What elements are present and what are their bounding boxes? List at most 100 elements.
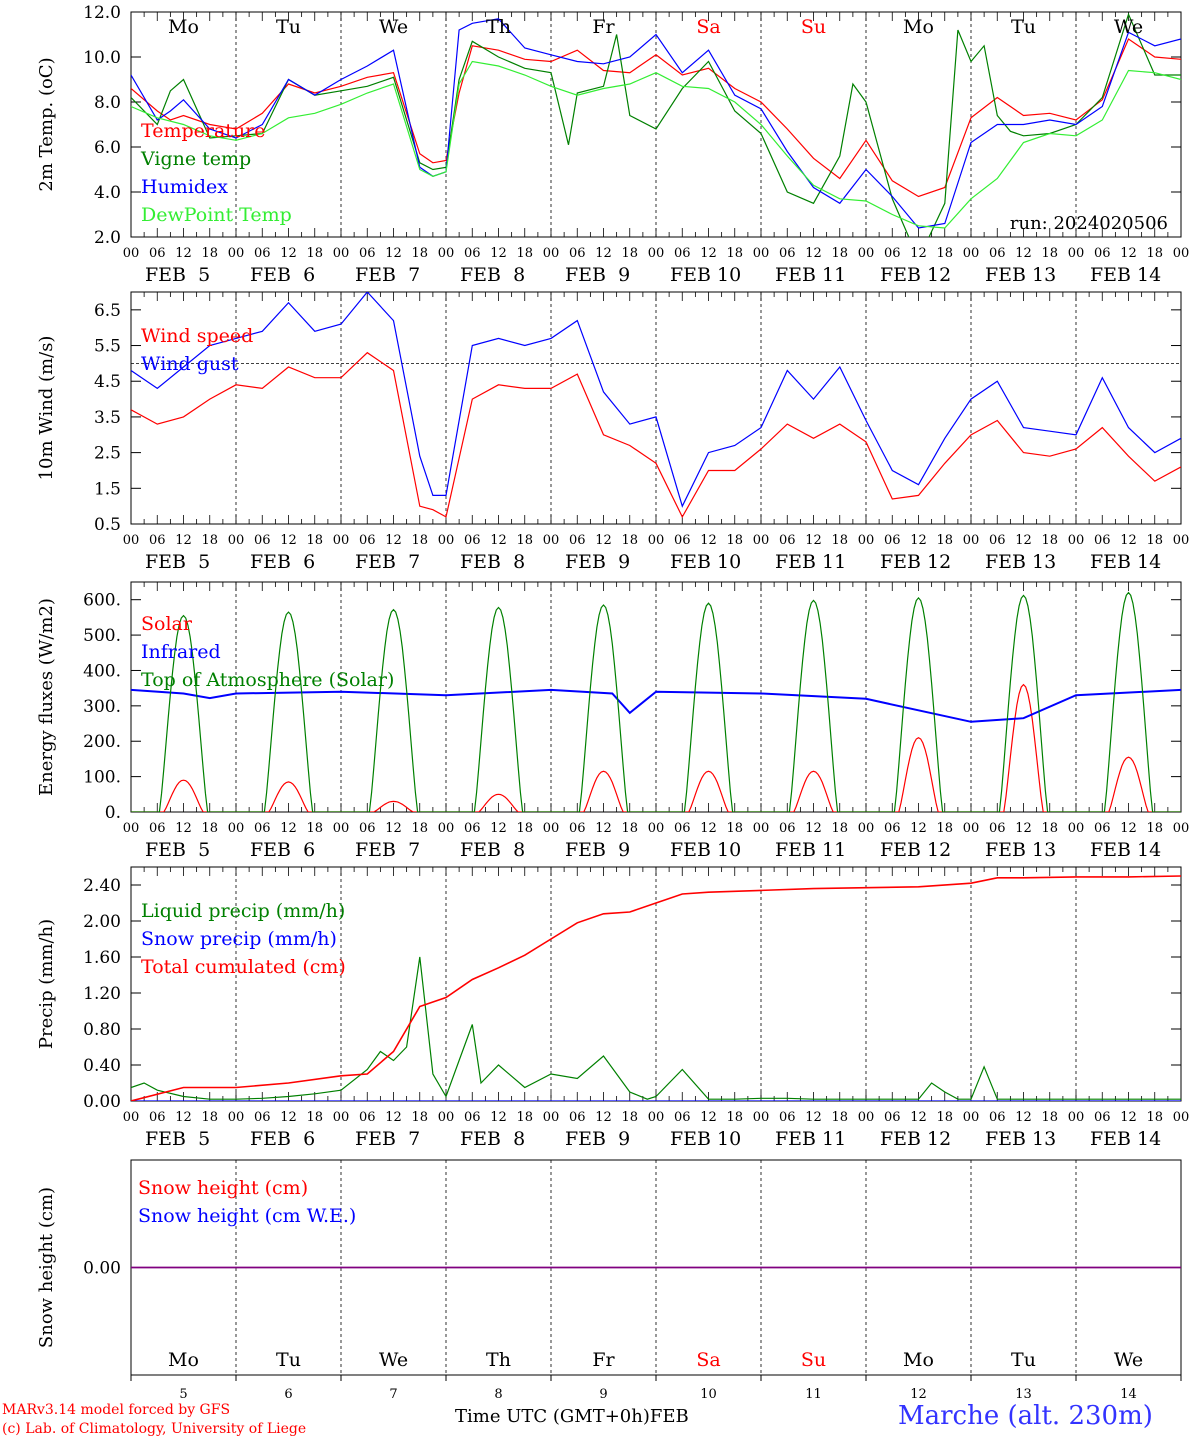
legend-entry: Wind speed	[141, 325, 253, 347]
hour-tick-label: 18	[621, 821, 638, 836]
hour-tick-label: 12	[595, 1110, 612, 1125]
hour-tick-label: 06	[674, 533, 691, 548]
hour-tick-label: 00	[963, 821, 980, 836]
hour-tick-label: 12	[595, 821, 612, 836]
hour-tick-label: 12	[910, 1110, 927, 1125]
y-tick-label: 0.00	[83, 1092, 121, 1112]
hour-tick-label: 00	[753, 821, 770, 836]
series-group	[131, 292, 1181, 519]
day-label: FEB 14	[1090, 1128, 1161, 1150]
hour-tick-label: 18	[1146, 821, 1163, 836]
series-group	[131, 12, 1181, 237]
hour-tick-label: 12	[805, 821, 822, 836]
weekday-label: Tu	[1011, 1349, 1036, 1371]
hour-tick-label: 12	[385, 821, 402, 836]
day-number: 6	[284, 1387, 292, 1402]
hour-tick-label: 00	[333, 533, 350, 548]
day-label: FEB 5	[145, 264, 210, 286]
hour-tick-label: 06	[359, 533, 376, 548]
hour-tick-label: 06	[989, 246, 1006, 261]
day-label: FEB 7	[355, 839, 420, 861]
hour-tick-label: 00	[333, 246, 350, 261]
weekday-label: Tu	[276, 1349, 301, 1371]
legend-entry: DewPoint Temp	[141, 204, 292, 226]
hour-tick-label: 18	[831, 533, 848, 548]
hour-tick-label: 18	[1146, 533, 1163, 548]
day-number: 10	[700, 1387, 717, 1402]
hour-tick-label: 12	[385, 533, 402, 548]
hour-tick-label: 06	[884, 821, 901, 836]
day-label: FEB 10	[670, 1128, 741, 1150]
hour-tick-label: 18	[411, 246, 428, 261]
hour-tick-label: 12	[910, 821, 927, 836]
hour-tick-label: 06	[884, 246, 901, 261]
hour-tick-label: 00	[1173, 533, 1190, 548]
day-number: 7	[389, 1387, 397, 1402]
chart-panel-4: 00 06 12 18 00 06 12 18 00 06 12 18 00 06 12 18 00 06 12 18…	[36, 866, 1189, 1150]
hour-tick-label: 18	[831, 821, 848, 836]
hour-tick-label: 06	[1094, 246, 1111, 261]
hour-tick-label: 18	[936, 246, 953, 261]
hour-tick-label: 18	[201, 821, 218, 836]
hour-tick-label: 18	[621, 533, 638, 548]
day-label: FEB 11	[775, 264, 846, 286]
hour-tick-label: 12	[700, 821, 717, 836]
chart-panel-2: 00 06 12 18 00 06 12 18 00 06 12 18 00 06 12 18 00 06 12 18…	[36, 291, 1190, 573]
chart-panel-1: 00 06 12 18 00 06 12 18 00 06 12 18 00 06 12 18 00 06 12 18…	[36, 3, 1189, 286]
day-label: FEB 5	[145, 1128, 210, 1150]
y-tick-label: 0.80	[83, 1020, 121, 1040]
day-label: FEB 9	[565, 551, 630, 573]
hour-tick-label: 12	[1015, 533, 1032, 548]
hour-tick-label: 00	[543, 533, 560, 548]
hour-tick-label: 06	[359, 821, 376, 836]
series-line	[131, 683, 1181, 812]
hour-tick-label: 00	[228, 533, 245, 548]
hour-tick-label: 06	[254, 821, 271, 836]
run-annotation: run: 2024020506	[1010, 213, 1168, 234]
weekday-label: Mo	[168, 16, 199, 38]
day-label: FEB 11	[775, 1128, 846, 1150]
weekday-label: Sa	[696, 1349, 720, 1371]
y-tick-label: 0.00	[83, 1259, 121, 1279]
hour-tick-label: 06	[569, 1110, 586, 1125]
series-group	[131, 875, 1181, 1101]
y-tick-label: 1.20	[83, 984, 121, 1004]
legend-entry: Liquid precip (mm/h)	[141, 900, 345, 922]
hour-tick-label: 00	[1068, 1110, 1085, 1125]
hour-tick-label: 18	[306, 1110, 323, 1125]
hour-tick-label: 12	[490, 533, 507, 548]
hour-tick-label: 00	[228, 246, 245, 261]
y-tick-label: 10.0	[83, 48, 121, 68]
series-line	[131, 688, 1181, 723]
hour-tick-label: 18	[936, 1110, 953, 1125]
hour-tick-label: 00	[963, 246, 980, 261]
hour-tick-label: 00	[1173, 246, 1190, 261]
day-label: FEB 10	[670, 264, 741, 286]
hour-tick-label: 00	[1173, 821, 1190, 836]
day-label: FEB 10	[670, 839, 741, 861]
hour-tick-label: 18	[936, 821, 953, 836]
hour-tick-label: 06	[674, 821, 691, 836]
hour-tick-label: 12	[385, 246, 402, 261]
hour-tick-label: 18	[831, 246, 848, 261]
hour-tick-label: 00	[858, 1110, 875, 1125]
y-tick-label: 1.5	[94, 479, 121, 499]
day-label: FEB 14	[1090, 264, 1161, 286]
legend-entry: Total cumulated (cm)	[141, 956, 346, 978]
hour-tick-label: 00	[1068, 246, 1085, 261]
hour-tick-label: 06	[779, 246, 796, 261]
y-tick-label: 2.0	[94, 228, 121, 248]
legend-entry: Humidex	[141, 176, 228, 198]
hour-tick-label: 06	[359, 246, 376, 261]
hour-tick-label: 12	[1120, 246, 1137, 261]
weekday-label: Fr	[592, 1349, 615, 1371]
hour-tick-label: 12	[280, 821, 297, 836]
weekday-label: Th	[486, 1349, 511, 1371]
hour-tick-label: 18	[831, 1110, 848, 1125]
hour-tick-label: 00	[753, 533, 770, 548]
hour-tick-label: 12	[805, 1110, 822, 1125]
hour-tick-label: 00	[648, 246, 665, 261]
hour-tick-label: 00	[648, 821, 665, 836]
legend-entry: Snow precip (mm/h)	[141, 928, 337, 950]
hour-tick-label: 06	[149, 246, 166, 261]
